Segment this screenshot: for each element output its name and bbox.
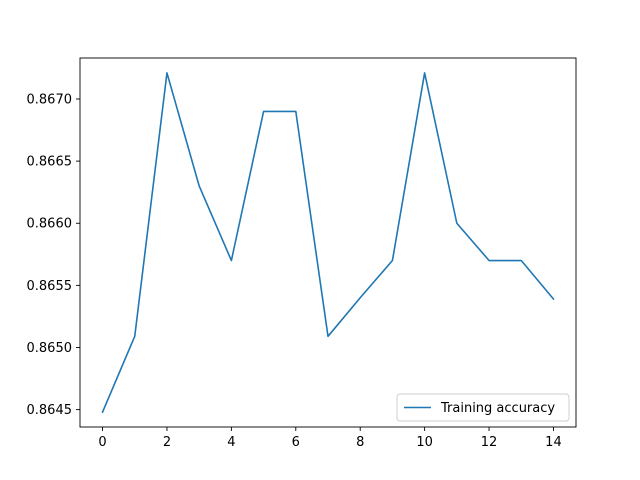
x-tick-label-8: 8: [356, 435, 364, 450]
x-tick-label-2: 2: [163, 435, 171, 450]
x-tick-label-10: 10: [416, 435, 433, 450]
y-axis: 0.8645 0.8650 0.8655 0.8660 0.8665 0.8670: [27, 93, 80, 418]
data-point-10: [424, 72, 426, 74]
data-point-11: [456, 222, 458, 224]
data-point-2: [166, 72, 168, 74]
plot-area: [80, 58, 576, 427]
y-tick-label-0.8670: 0.8670: [27, 93, 73, 108]
series-line-training-accuracy: [101, 72, 555, 414]
data-point-6: [295, 111, 297, 113]
x-tick-label-14: 14: [545, 435, 562, 450]
x-tick-label-12: 12: [481, 435, 498, 450]
data-point-5: [263, 111, 265, 113]
x-tick-label-4: 4: [227, 435, 235, 450]
y-tick-label-0.8655: 0.8655: [27, 279, 73, 294]
data-point-9: [392, 260, 394, 262]
x-axis: 0 2 4 6 8 10 12 14: [98, 427, 562, 450]
data-point-14: [553, 298, 555, 300]
legend: Training accuracy: [396, 393, 570, 422]
data-point-7: [327, 336, 329, 338]
x-tick-label-0: 0: [98, 435, 106, 450]
y-tick-label-0.8650: 0.8650: [27, 341, 73, 356]
y-tick-label-0.8660: 0.8660: [27, 217, 73, 232]
data-point-4: [231, 260, 233, 262]
y-tick-label-0.8665: 0.8665: [27, 155, 73, 170]
legend-box: [396, 393, 570, 422]
data-point-12: [488, 260, 490, 262]
data-point-13: [520, 260, 522, 262]
x-tick-label-6: 6: [292, 435, 300, 450]
data-point-0: [102, 411, 104, 413]
data-point-3: [198, 185, 200, 187]
data-point-1: [134, 336, 136, 338]
plot-frame: [79, 57, 577, 428]
data-point-8: [359, 297, 361, 299]
legend-label-training-accuracy: Training accuracy: [440, 401, 555, 416]
y-tick-label-0.8645: 0.8645: [27, 403, 73, 418]
